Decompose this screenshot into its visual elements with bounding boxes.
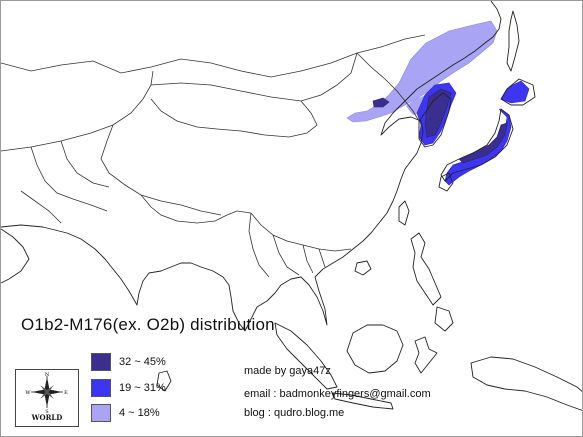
central-asia-borders — [20, 140, 110, 224]
legend-item-high: 32 ~ 45% — [91, 352, 166, 372]
compass-west: W — [25, 390, 31, 396]
compass-label: WORLD — [31, 413, 63, 422]
compass-east: E — [64, 390, 68, 396]
legend-swatch-mid — [91, 379, 111, 397]
philippines — [410, 232, 454, 332]
compass-rose-icon: N S E W — [25, 372, 68, 415]
compass-box: N S E W WORLD — [15, 369, 79, 427]
sulawesi — [414, 336, 438, 374]
japan-honshu — [440, 108, 514, 182]
china-south-border — [250, 212, 352, 252]
legend-item-mid: 19 ~ 31% — [91, 378, 166, 398]
china-west-border — [100, 124, 222, 216]
compass-south: S — [45, 409, 49, 414]
russia-southern-border — [1, 34, 426, 78]
map-title: O1b2-M176(ex. O2b) distribution — [21, 315, 275, 334]
korea-peninsula — [418, 92, 452, 148]
zone-19-31-japan — [444, 80, 530, 186]
sri-lanka — [156, 370, 172, 392]
china-manchuria-border — [356, 52, 420, 122]
zone-32-45-japan — [458, 122, 508, 164]
legend-label-high: 32 ~ 45% — [119, 356, 166, 368]
zone-32-45-amur — [372, 97, 390, 108]
credit-author: made by gaya47z — [244, 365, 331, 377]
legend-label-low: 4 ~ 18% — [119, 407, 160, 419]
mongolia-border — [150, 52, 358, 138]
distribution-zones — [346, 20, 530, 186]
country-borders — [1, 34, 426, 278]
japan-kyushu — [438, 172, 454, 192]
southeast-asia-borders — [248, 212, 326, 278]
sumatra — [274, 322, 338, 390]
asia-coastline — [1, 1, 502, 332]
hainan — [354, 260, 372, 276]
legend-swatch-high — [91, 353, 111, 371]
legend-label-mid: 19 ~ 31% — [119, 382, 166, 394]
japan-hokkaido — [500, 78, 536, 106]
sakhalin — [506, 10, 520, 72]
kazakhstan-border — [1, 70, 154, 152]
india-nepal-border — [140, 194, 252, 224]
taiwan — [398, 200, 410, 226]
borneo — [346, 324, 404, 374]
new-guinea — [470, 356, 582, 411]
credit-blog: blog : qudro.blog.me — [244, 407, 345, 419]
java — [332, 392, 394, 410]
legend-swatch-low — [91, 404, 111, 422]
coastlines — [1, 1, 582, 411]
credit-email: email : badmonkeyfingers@gmail.com — [244, 388, 431, 400]
zone-32-45-korea — [424, 88, 452, 138]
legend-item-low: 4 ~ 18% — [91, 403, 160, 423]
arabia — [1, 228, 30, 284]
compass-north: N — [45, 372, 50, 378]
